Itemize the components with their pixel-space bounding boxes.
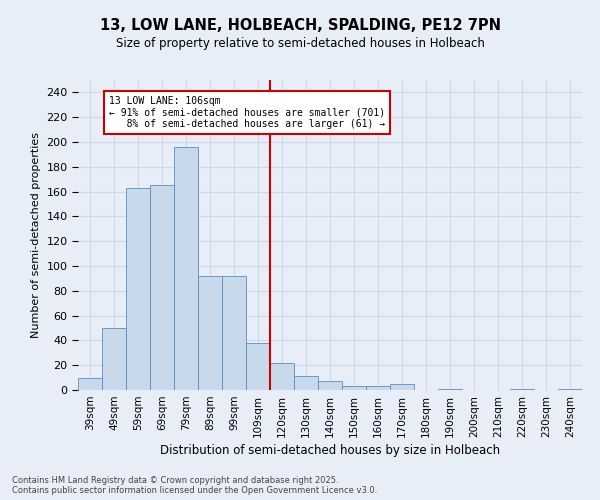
Y-axis label: Number of semi-detached properties: Number of semi-detached properties [31,132,41,338]
Bar [390,384,414,390]
Bar [174,147,198,390]
Bar [126,188,150,390]
Bar [270,362,294,390]
Bar [78,378,102,390]
Text: Size of property relative to semi-detached houses in Holbeach: Size of property relative to semi-detach… [116,38,484,51]
Bar [558,389,582,390]
Text: 13, LOW LANE, HOLBEACH, SPALDING, PE12 7PN: 13, LOW LANE, HOLBEACH, SPALDING, PE12 7… [100,18,500,32]
Bar [246,343,270,390]
Text: Contains HM Land Registry data © Crown copyright and database right 2025.: Contains HM Land Registry data © Crown c… [12,476,338,485]
X-axis label: Distribution of semi-detached houses by size in Holbeach: Distribution of semi-detached houses by … [160,444,500,457]
Bar [222,276,246,390]
Bar [294,376,318,390]
Bar [438,389,462,390]
Bar [510,389,534,390]
Bar [366,386,390,390]
Bar [342,386,366,390]
Bar [198,276,222,390]
Bar [318,382,342,390]
Bar [150,186,174,390]
Text: 13 LOW LANE: 106sqm
← 91% of semi-detached houses are smaller (701)
   8% of sem: 13 LOW LANE: 106sqm ← 91% of semi-detach… [109,96,385,130]
Text: Contains public sector information licensed under the Open Government Licence v3: Contains public sector information licen… [12,486,377,495]
Bar [102,328,126,390]
